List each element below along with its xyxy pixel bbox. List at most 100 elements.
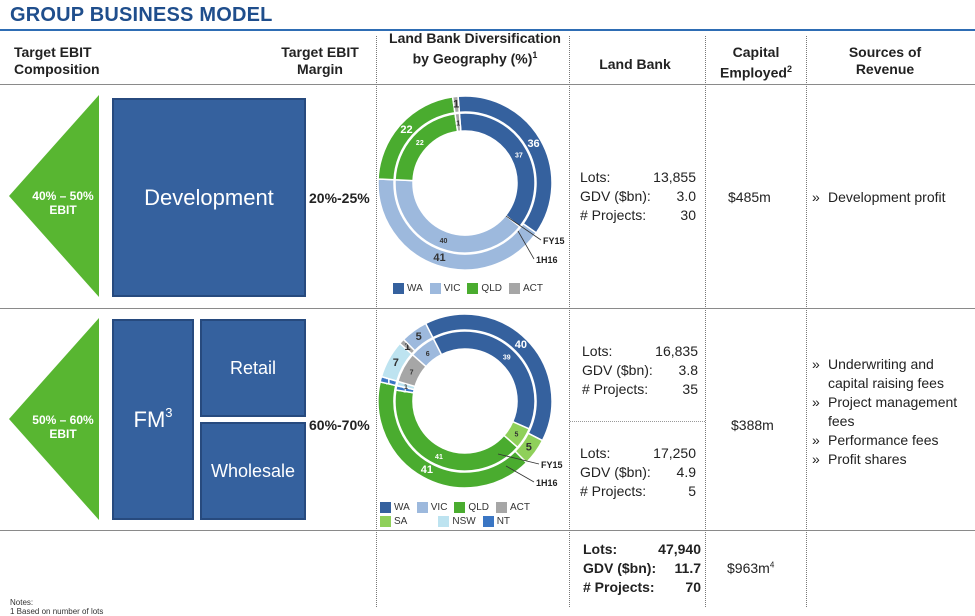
ebit-range-dev-label: EBIT (49, 203, 77, 217)
col-sep-4 (806, 36, 807, 607)
ebit-range-fm-label: EBIT (49, 427, 77, 441)
donut-slice-1h16-wa (424, 314, 553, 442)
gdv-value: 3.8 (678, 362, 698, 378)
ebit-range-dev-value: 40% – 50% (32, 189, 94, 203)
revenue-item: » Project management fees (812, 394, 958, 429)
note-1: 1 Based on number of lots (10, 607, 104, 616)
ebit-range-fm-value: 50% – 60% (32, 413, 94, 427)
donut-value-label: 36 (527, 138, 539, 150)
lots-label: Lots: (580, 445, 611, 461)
col-sep-3 (705, 36, 706, 607)
wholesale-box: Wholesale (200, 422, 306, 520)
donut-slice-1h16-vic (402, 322, 434, 352)
notes: Notes: 1 Based on number of lots (10, 598, 103, 616)
series-leader-line (505, 215, 542, 241)
legend-item-wa: WA (393, 283, 423, 294)
revenue-item: » Underwriting and capital raising fees (812, 356, 944, 391)
header-composition: Target EBIT Composition (14, 44, 100, 77)
legend-item-vic: VIC (416, 502, 447, 513)
gdv-label: GDV ($bn): (582, 362, 653, 378)
projects-value: 35 (682, 381, 698, 397)
legend-item-act: ACT (495, 502, 530, 513)
footnote-ref-2: 2 (786, 64, 792, 74)
ebit-range-fm: 50% – 60% EBIT (30, 413, 96, 441)
lots-label: Lots: (583, 541, 618, 557)
legend-item-vic: VIC (429, 283, 460, 294)
projects-value: 70 (685, 579, 701, 595)
row-divider-2 (0, 530, 975, 531)
lots-value: 16,835 (655, 343, 698, 359)
header-capital-text: Capital Employed (720, 44, 787, 81)
donut-value-label: 41 (421, 464, 433, 476)
row-divider-1 (0, 308, 975, 309)
ebit-range-development: 40% – 50% EBIT (30, 189, 96, 217)
footnote-ref-4: 4 (769, 560, 775, 570)
header-revenue: Sources of Revenue (848, 44, 922, 77)
series-leader-line (517, 230, 535, 260)
legend-item-qld: QLD (467, 283, 502, 294)
gdv-label: GDV ($bn): (580, 188, 651, 204)
donut-value-label: 7 (410, 370, 414, 377)
retail-box: Retail (200, 319, 306, 417)
donut-value-label: 40 (515, 339, 527, 351)
donut-value-label: 1 (385, 375, 391, 387)
footnote-ref-3: 3 (165, 405, 173, 420)
bullet-icon: » (812, 189, 820, 205)
bullet-icon: » (812, 356, 820, 372)
bullet-icon: » (812, 451, 820, 467)
revenue-item: » Performance fees (812, 432, 939, 448)
lots-value: 47,940 (658, 541, 701, 557)
projects-label: # Projects: (580, 483, 647, 499)
col-sep-1 (376, 36, 377, 607)
series-leader-line (505, 465, 535, 483)
fm-revenue-list: » Underwriting and capital raising fees »… (812, 355, 972, 469)
col-sep-2 (569, 36, 570, 607)
donut-slice-fy15-act (454, 112, 462, 133)
development-donut-chart: 37 40 22 1 36 41 22 1 FY15 1H16 (378, 96, 565, 271)
header-diversification: Land Bank Diversification by Geography (… (385, 30, 565, 68)
page-title: GROUP BUSINESS MODEL (10, 4, 273, 26)
lots-value: 13,855 (653, 169, 696, 185)
development-legend: WA VIC QLD ACT (393, 283, 563, 294)
donut-value-label: 6 (426, 351, 430, 358)
donut-value-label: 39 (503, 355, 511, 362)
donut-value-label: 37 (515, 152, 523, 159)
fm-margin: 60%-70% (309, 417, 370, 433)
donut-value-label: 1 (403, 387, 407, 394)
donut-value-label: 1 (456, 120, 460, 127)
gdv-value: 3.0 (676, 188, 696, 204)
legend-item-sa: SA (380, 516, 407, 527)
legend-item-wa: WA (380, 502, 410, 513)
gdv-value: 11.7 (674, 560, 701, 576)
donut-value-label: 5 (526, 442, 532, 454)
development-revenue-list: » Development profit (812, 188, 972, 207)
donut-value-label: 40 (440, 238, 448, 245)
gdv-label: GDV ($bn): (580, 464, 651, 480)
revenue-item: » Profit shares (812, 451, 907, 467)
revenue-item: » Development profit (812, 189, 946, 205)
header-land-bank: Land Bank (599, 56, 671, 72)
development-margin: 20%-25% (309, 190, 370, 206)
donut-value-label: 41 (433, 252, 445, 264)
donut-value-label: 7 (393, 357, 399, 369)
gdv-label: GDV ($bn): (583, 560, 657, 576)
series-label: 1H16 (536, 478, 558, 488)
series-label: 1H16 (536, 255, 558, 265)
projects-value: 5 (688, 483, 696, 499)
lots-value: 17,250 (653, 445, 696, 461)
gdv-value: 4.9 (676, 464, 696, 480)
legend-item-nsw: NSW (438, 516, 476, 527)
development-box: Development (112, 98, 306, 297)
projects-label: # Projects: (582, 381, 649, 397)
header-rule (0, 84, 975, 85)
legend-item-act: ACT (508, 283, 543, 294)
donut-value-label: 5 (416, 331, 422, 343)
total-land-bank: Lots: 47,940 GDV ($bn): 11.7 # Projects: 70 (583, 540, 701, 597)
series-label: FY15 (541, 460, 563, 470)
development-capital: $485m (728, 189, 771, 205)
footnote-ref-1: 1 (532, 50, 538, 60)
donut-slice-fy15-vic (411, 337, 443, 368)
donut-value-label: 5 (515, 432, 519, 439)
lots-label: Lots: (582, 343, 613, 359)
